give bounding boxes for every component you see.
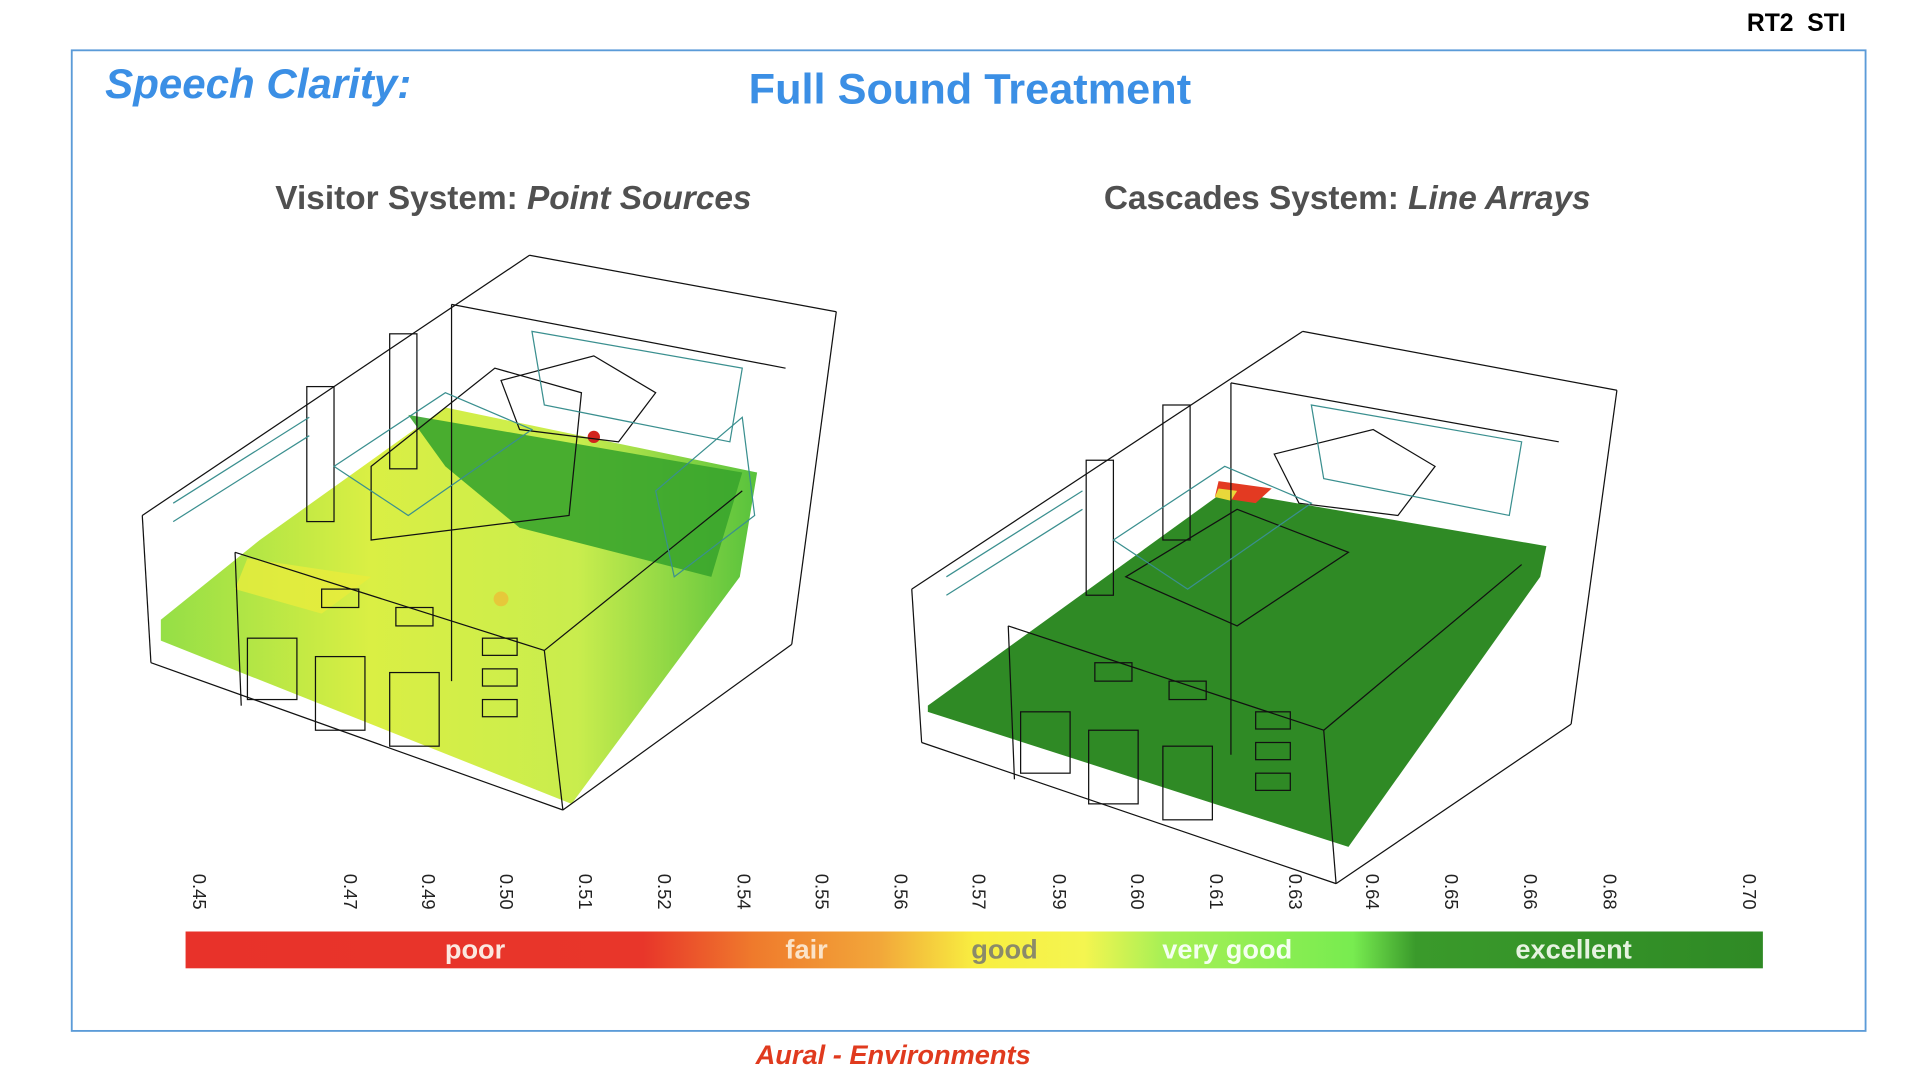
slide-title: Speech Clarity:	[105, 60, 411, 107]
panel-emphasis: Point Sources	[527, 180, 751, 217]
tick-label: 0.52	[654, 874, 675, 910]
rating-label: very good	[1162, 933, 1292, 964]
tick-label: 0.68	[1599, 874, 1620, 910]
panel-label: Visitor System:	[275, 180, 527, 217]
tick-label: 0.61	[1206, 874, 1227, 910]
tick-label: 0.64	[1362, 874, 1383, 910]
tick-label: 0.66	[1520, 874, 1541, 910]
rating-label: good	[971, 933, 1037, 964]
tick-label: 0.51	[575, 874, 596, 910]
slide-tag: RT2 STI	[1747, 10, 1846, 37]
tick-label: 0.57	[968, 874, 989, 910]
tick-label: 0.56	[890, 874, 911, 910]
tick-label: 0.47	[340, 874, 361, 910]
left-rendering	[141, 254, 837, 811]
tick-label: 0.50	[496, 874, 517, 910]
rating-label: fair	[785, 933, 828, 964]
tick-label: 0.59	[1049, 874, 1070, 910]
panel-title: Cascades System: Line Arrays	[1104, 180, 1591, 217]
tick-label: 0.54	[733, 874, 754, 910]
tick-label: 0.70	[1739, 874, 1760, 910]
scale-ticks: 0.45 0.47 0.49 0.50 0.51 0.52 0.54 0.55 0.56 0.57…	[189, 874, 1760, 910]
slide-subtitle: Full Sound Treatment	[749, 66, 1191, 114]
tick-label: 0.45	[189, 874, 210, 910]
rating-label: excellent	[1515, 933, 1631, 964]
panel-title: Visitor System: Point Sources	[275, 180, 751, 217]
tick-label: 0.63	[1285, 874, 1306, 910]
scale-ratings: poor fair good very good excellent	[445, 933, 1632, 964]
color-scale	[185, 931, 1763, 969]
rating-label: poor	[445, 933, 506, 964]
tick-label: 0.49	[418, 874, 439, 910]
panel-emphasis: Line Arrays	[1408, 180, 1590, 217]
tick-label: 0.60	[1127, 874, 1148, 910]
footer: Aural - Environments	[755, 1039, 1031, 1070]
tick-label: 0.55	[811, 874, 832, 910]
tick-label: 0.65	[1441, 874, 1462, 910]
right-rendering	[911, 330, 1618, 885]
panel-label: Cascades System:	[1104, 180, 1408, 217]
frame	[70, 49, 1867, 1032]
